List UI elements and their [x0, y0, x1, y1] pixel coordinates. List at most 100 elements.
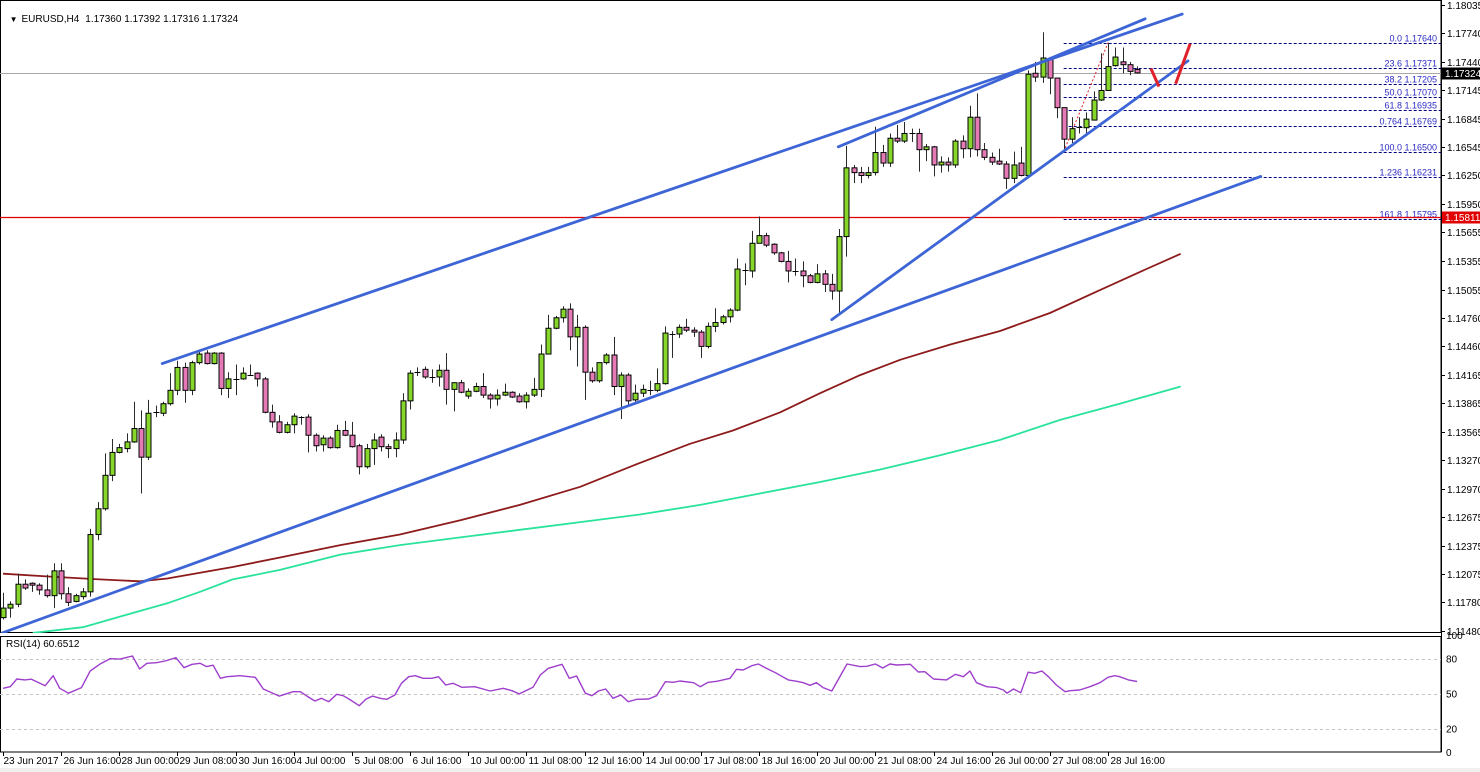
candle: [145, 399, 152, 461]
price-axis-label: 1.14460: [1447, 342, 1480, 353]
candle: [916, 128, 923, 172]
candle: [872, 126, 879, 176]
candle: [596, 362, 603, 383]
red-mark-up[interactable]: [1174, 43, 1192, 85]
candle: [211, 352, 218, 365]
candle: [1134, 66, 1141, 74]
support-price-tag: [1442, 211, 1480, 224]
candle: [502, 383, 509, 397]
candle: [182, 362, 189, 403]
candle: [269, 404, 276, 428]
time-axis[interactable]: 23 Jun 2017 26 Jun 16:00 28 Jun 00:00 29 Ju…: [3, 752, 1166, 767]
time-axis-label: 21 Jul 08:00: [878, 756, 933, 767]
price-axis-label: 1.13270: [1447, 456, 1480, 467]
candle: [385, 443, 392, 459]
candle: [531, 377, 538, 398]
candle: [952, 139, 959, 168]
time-axis-label: 11 Jul 08:00: [529, 756, 583, 767]
candle: [960, 135, 967, 159]
candle: [851, 164, 858, 184]
trendline-wedge-upper[interactable]: [836, 17, 1147, 149]
red-mark-down[interactable]: [1149, 67, 1161, 88]
candle: [829, 273, 836, 300]
candle: [778, 251, 785, 263]
candle: [712, 308, 719, 333]
candle: [29, 582, 36, 592]
trendline-wedge-lower[interactable]: [830, 59, 1190, 322]
rsi-axis-label: 0: [1446, 748, 1452, 759]
candle: [465, 388, 472, 399]
candle: [1120, 47, 1127, 74]
time-axis-label: 6 Jul 16:00: [413, 756, 462, 767]
candle: [7, 601, 14, 618]
candlesticks: [0, 32, 1141, 620]
time-axis-label: 5 Jul 08:00: [355, 756, 404, 767]
candle: [218, 352, 225, 396]
trendlines[interactable]: [0, 12, 1263, 633]
candle: [189, 360, 196, 396]
candle: [378, 434, 385, 452]
candle: [625, 373, 632, 407]
candle: [894, 124, 901, 143]
candle: [967, 105, 974, 158]
rsi-plot[interactable]: [0, 655, 1441, 730]
candle: [538, 344, 545, 398]
time-axis-label: 23 Jun 2017: [4, 756, 59, 767]
candle: [487, 393, 494, 409]
candle: [669, 331, 676, 358]
candle: [523, 392, 530, 409]
candle: [553, 315, 560, 330]
moving-average-brown: [2, 252, 1182, 583]
price-axis[interactable]: 1.18035 1.17740 1.17440 1.17145 1.16845 1.165…: [1441, 0, 1480, 752]
candle: [436, 364, 443, 387]
candle: [981, 142, 988, 161]
candle: [560, 306, 567, 323]
candle: [858, 166, 865, 184]
candle: [836, 228, 843, 313]
candle: [1011, 151, 1018, 184]
candle: [276, 415, 283, 434]
candle: [356, 443, 363, 475]
candle: [1040, 32, 1047, 83]
candle: [473, 382, 480, 393]
candle: [632, 384, 639, 402]
candle: [1112, 47, 1119, 67]
candle: [923, 143, 930, 162]
candle: [36, 583, 43, 595]
triangle-down-icon[interactable]: ▼: [9, 15, 18, 24]
candle: [516, 393, 523, 403]
fib-level-label: 23.6 1.17371: [1384, 59, 1437, 69]
fib-anchor-diagonal[interactable]: [1063, 42, 1109, 152]
candle: [931, 145, 938, 177]
candle: [44, 574, 51, 598]
rsi-axis-label: 50: [1446, 689, 1458, 700]
price-axis-label: 1.12375: [1447, 542, 1480, 553]
candle: [443, 353, 450, 405]
candle: [734, 258, 741, 312]
candle: [683, 318, 690, 333]
fib-level-label: 0.764 1.16769: [1379, 117, 1437, 127]
price-plot[interactable]: 0.0 1.17640 23.6 1.17371 38.2 1.17205 50.0 …: [0, 12, 1441, 633]
candle: [974, 93, 981, 157]
fib-level-label: 38.2 1.17205: [1384, 75, 1437, 85]
rsi-axis-label: 20: [1446, 724, 1458, 735]
candle: [749, 230, 756, 278]
price-axis-label: 1.11480: [1447, 627, 1480, 638]
candle: [582, 325, 589, 400]
candle: [1091, 91, 1098, 121]
candle: [1127, 61, 1134, 76]
candle: [996, 148, 1003, 165]
candle: [989, 152, 996, 165]
candle: [807, 273, 814, 284]
candle: [705, 322, 712, 349]
trendline-channel-upper[interactable]: [160, 12, 1184, 366]
candle: [102, 453, 109, 511]
trendline-channel-lower[interactable]: [0, 175, 1263, 633]
candle: [15, 573, 22, 608]
fibonacci-retracement[interactable]: 0.0 1.17640 23.6 1.17371 38.2 1.17205 50.0 …: [1063, 34, 1441, 220]
fib-level-label: 50.0 1.17070: [1384, 88, 1437, 98]
candle: [364, 443, 371, 469]
candle: [603, 353, 610, 365]
candle: [116, 443, 123, 454]
